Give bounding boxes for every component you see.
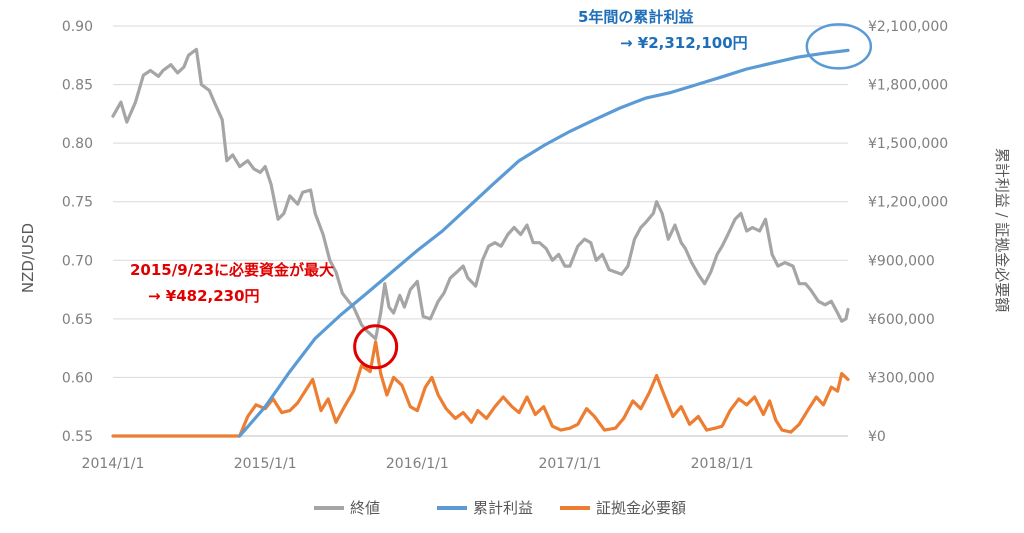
- series-line-2: [238, 48, 850, 438]
- x-tick-label: 2014/1/1: [82, 456, 145, 472]
- right-y-tick-label: ¥600,000: [868, 312, 935, 328]
- annotation-total-profit-value: → ¥2,312,100円: [620, 34, 748, 52]
- left-y-tick-label: 0.60: [62, 370, 93, 386]
- right-y-tick-label: ¥300,000: [868, 370, 935, 386]
- right-y-tick-label: ¥1,200,000: [868, 195, 948, 211]
- max-margin-circle: [353, 324, 399, 370]
- gridlines: [113, 25, 848, 437]
- total-profit-ellipse: [805, 23, 873, 70]
- right-y-tick-label: ¥0: [868, 429, 886, 445]
- left-y-axis-ticks: 0.55 0.60 0.65 0.70 0.75 0.80 0.85 0.90: [62, 19, 93, 445]
- annotations: 2015/9/23に必要資金が最大 → ¥482,230円 5年間の累計利益 → ¥2…: [130, 8, 873, 370]
- left-y-tick-label: 0.55: [62, 429, 93, 445]
- x-tick-label: 2016/1/1: [386, 456, 449, 472]
- left-y-tick-label: 0.75: [62, 195, 93, 211]
- left-y-tick-label: 0.65: [62, 312, 93, 328]
- legend: 終値 累計利益 証拠金必要額: [314, 499, 686, 517]
- annotation-total-profit-title: 5年間の累計利益: [578, 8, 693, 26]
- legend-label-1: 終値: [350, 499, 380, 517]
- left-y-tick-label: 0.90: [62, 19, 93, 35]
- left-y-tick-label: 0.70: [62, 253, 93, 269]
- left-y-tick-label: 0.85: [62, 78, 93, 94]
- annotation-max-margin-value: → ¥482,230円: [148, 287, 260, 305]
- right-y-tick-label: ¥2,100,000: [868, 19, 948, 35]
- right-y-tick-label: ¥1,500,000: [868, 136, 948, 152]
- right-y-tick-label: ¥900,000: [868, 253, 935, 269]
- legend-label-3: 証拠金必要額: [596, 499, 686, 517]
- x-axis-ticks: 2014/1/1 2015/1/1 2016/1/1 2017/1/1 2018/1/1: [82, 456, 754, 472]
- x-tick-label: 2018/1/1: [691, 456, 754, 472]
- right-y-tick-label: ¥1,800,000: [868, 78, 948, 94]
- series-lines: [111, 47, 850, 438]
- left-y-axis-title: NZD/USD: [19, 223, 37, 293]
- series-line-3: [111, 340, 850, 438]
- x-tick-label: 2017/1/1: [538, 456, 601, 472]
- series-line-1: [111, 47, 850, 341]
- right-y-axis-title: 累計利益 / 証拠金必要額: [993, 148, 1011, 313]
- left-y-tick-label: 0.80: [62, 136, 93, 152]
- x-tick-label: 2015/1/1: [234, 456, 297, 472]
- annotation-max-margin-title: 2015/9/23に必要資金が最大: [130, 261, 334, 279]
- right-y-axis-ticks: ¥0 ¥300,000 ¥600,000 ¥900,000 ¥1,200,000 ¥1,5…: [868, 19, 948, 445]
- legend-label-2: 累計利益: [473, 499, 533, 517]
